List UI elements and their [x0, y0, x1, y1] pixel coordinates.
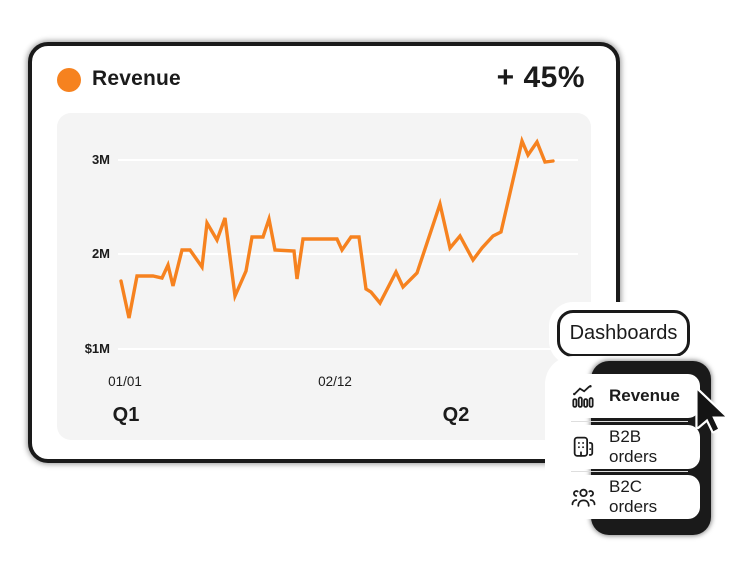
- card-title: Revenue: [92, 67, 181, 90]
- people-icon: [571, 488, 596, 507]
- menu-item-revenue[interactable]: Revenue: [557, 374, 700, 418]
- menu-item-b2c-orders[interactable]: B2C orders: [557, 475, 700, 519]
- gridline-2m: [118, 253, 578, 255]
- chart-icon: [572, 384, 594, 408]
- quarter-label-q2: Q2: [442, 404, 470, 426]
- menu-item-b2b-orders[interactable]: B2B orders: [557, 424, 700, 469]
- x-tick-0212: 02/12: [318, 374, 352, 389]
- revenue-card: Revenue + 45% 3M 2M $1M 01/01 02/12 Q1 Q…: [28, 42, 620, 463]
- menu-item-label: Revenue: [609, 386, 680, 405]
- delta-value: + 45%: [496, 61, 585, 94]
- menu-divider: [571, 420, 688, 422]
- y-tick-2m: 2M: [91, 246, 110, 261]
- dashboards-menu: Revenue B2B orders: [557, 361, 711, 535]
- gridline-3m: [118, 159, 578, 161]
- quarter-label-q1: Q1: [112, 404, 140, 426]
- y-tick-1m: $1M: [84, 341, 110, 356]
- mouse-cursor-icon: [695, 388, 728, 434]
- building-icon: [573, 436, 594, 457]
- y-tick-3m: 3M: [91, 152, 110, 167]
- menu-divider: [571, 471, 688, 473]
- chart-panel: 3M 2M $1M 01/01 02/12 Q1 Q2: [57, 113, 591, 440]
- revenue-accent-dot: [57, 68, 81, 92]
- menu-item-label: B2B orders: [609, 426, 658, 466]
- dashboards-button[interactable]: Dashboards: [557, 310, 690, 357]
- x-tick-0101: 01/01: [108, 374, 142, 389]
- gridline-1m: [118, 348, 578, 350]
- revenue-line-chart: [119, 135, 555, 319]
- menu-item-label: B2C orders: [609, 477, 658, 516]
